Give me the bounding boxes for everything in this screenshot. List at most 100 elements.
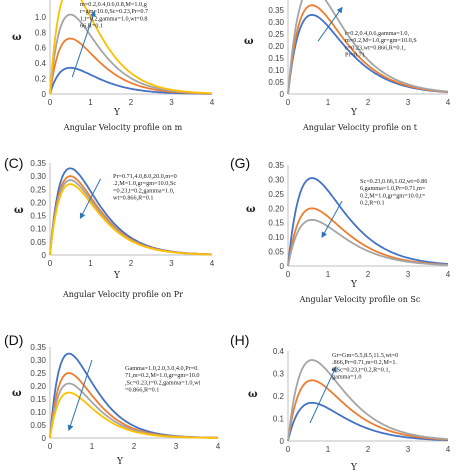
x-tick-label: 1 [326,445,331,454]
annotation-line: =0.866,R=0.1 [125,387,159,394]
x-tick-label: 3 [174,442,179,451]
trend-arrow [321,200,343,239]
y-tick-label: 0.30 [268,175,284,184]
annotation-line: 66,R=0.1 [80,23,103,30]
y-tick-label: 0 [280,437,285,446]
x-axis-label: Y [116,457,124,467]
y-tick-label: 0.20 [30,198,46,207]
y-tick-label: 0.2 [273,392,285,401]
y-tick-label: 0.10 [268,233,284,242]
y-tick-label: 0.15 [268,54,284,63]
y-axis-label: ω [14,205,24,216]
chart-caption: Angular Velocity profile on m [63,123,183,132]
trend-arrow [79,178,102,220]
y-tick-label: 0.15 [268,219,284,228]
x-axis-label: Y [350,463,358,473]
annotation-line: gamma=1.0 [332,374,361,381]
annotation-line: 0.2,M=1.0,gr=gm=10.0,t= [360,192,426,199]
x-tick-label: 3 [406,445,411,454]
x-tick-label: 2 [129,259,134,268]
series-group [287,177,449,267]
annotation-line: 1,t=0.2,gamma=1.0,wt=0.8 [80,15,148,22]
x-tick-label: 4 [446,270,451,279]
x-tick-label: 2 [366,98,371,107]
y-tick-label: 0.20 [30,382,46,391]
x-tick-label: 3 [169,259,174,268]
chart-panel-d: (D) 0 0.05 0.10 0.15 0.20 0.25 0.30 0.35 0 1 2 3 4 Gam… [4,332,221,467]
annotation-line: m=0.2,0.4,0.6,0.8,M=1.0,g [80,1,147,8]
x-tick-label: 4 [216,442,221,451]
y-tick-label: 0.25 [268,190,284,199]
annotation-line: Pr=0.71,4.0,8.0,20.0,m=0 [113,173,177,180]
y-axis-label: ω [246,204,256,215]
y-tick-label: 0.35 [30,343,46,352]
x-tick-label: 2 [129,98,134,107]
chart-caption: Angular Velocity profile on Pr [62,290,183,299]
x-tick-label: 4 [210,98,215,107]
y-tick-label: 0.30 [268,18,284,27]
y-tick-label: 0.20 [268,42,284,51]
y-tick-label: 0.1 [273,415,285,424]
y-axis-label: ω [244,36,254,47]
annotation-line: =0.23,t=0.2,gamma=1.0, [113,187,175,194]
chart-panel-b: 0 0.2 0.4 0.6 0.8 1.0 0 1 2 3 4 m=0.2,0.4,0.6,0.8,M… [12,0,215,132]
panel-label: (H) [230,332,249,348]
y-tick-label: 0 [42,90,47,99]
annotation-text: m=0.2,0.4,0.6,0.8,M=1.0,g r=gm=10.0,Sc=0.… [80,1,148,30]
x-tick-label: 1 [326,98,331,107]
y-tick-label: 0.3 [273,370,285,379]
y-tick-label: 0.25 [30,185,46,194]
series-group [49,352,218,439]
x-axis-label: Y [113,271,121,281]
x-axis-label: Y [113,108,121,118]
annotation-line: 6,gamma=1.0,Pr=0.71,m= [360,185,426,192]
x-tick-label: 4 [210,259,215,268]
y-tick-label: 0.6 [35,44,47,53]
y-tick-label: 0.05 [268,248,284,257]
y-tick-label: 0.30 [30,356,46,365]
x-tick-label: 0 [286,270,291,279]
x-tick-label: 2 [366,445,371,454]
y-tick-label: 0.10 [30,408,46,417]
series-line-2 [49,37,212,95]
series-line-1 [287,13,449,95]
annotation-text: Sc=0.23,0.66,1.02,wt=0.86 6,gamma=1.0,Pr=… [360,178,427,207]
trend-arrow [67,359,93,432]
annotation-text: t=0.2,0.4,0.6,gamma=1.0, m=0.2,M=1.0,gr=g… [345,30,417,59]
trend-arrow [309,365,337,424]
x-tick-label: 2 [366,270,371,279]
x-tick-label: 1 [326,270,331,279]
chart-caption: Angular Velocity profile on Sc [299,295,421,304]
x-tick-label: 3 [169,98,174,107]
y-tick-label: 0.05 [268,78,284,87]
annotation-line: t=0.2,0.4,0.6,gamma=1.0, [345,30,409,37]
y-tick-label: 0 [280,262,285,271]
x-tick-label: 0 [48,442,53,451]
y-tick-label: 0.35 [268,161,284,170]
y-tick-label: 0.8 [35,28,47,37]
annotation-line: 0.2,R=0.1 [360,200,385,207]
y-tick-label: 0.10 [268,66,284,75]
annotation-line: 71,m=0.2,M=1.0,gr=gm=10.0 [125,372,199,379]
annotation-line: ,Sc=0.23,t=0.2,gamma=1.0,wt [125,379,201,386]
annotation-text: Pr=0.71,4.0,8.0,20.0,m=0.2,M=1.0,gr=gm=1… [113,173,177,202]
series-line-3 [287,359,449,442]
annotation-text: Gamma=1.0,2.0,3.0,4.0,Pr=0. 71,m=0.2,M=1.… [125,365,201,394]
series-line-1 [287,177,449,267]
x-tick-label: 3 [406,270,411,279]
series-group [49,167,213,256]
annotation-line: m=0.2,M=1.0,gr=gm=10.0,S [345,37,417,44]
y-tick-label: 0.10 [30,225,46,234]
y-tick-label: 0 [42,434,47,443]
annotation-line: Gr=Gm=5.5,8.5,11.5,wt=0 [332,352,398,359]
y-tick-label: 0.30 [30,172,46,181]
annotation-text: Gr=Gm=5.5,8.5,11.5,wt=0.866,Pr=0.71,m=0.… [332,352,398,381]
series-line-3 [287,218,448,267]
series-line-2 [287,379,449,442]
y-tick-label: 0.05 [30,421,46,430]
panel-label: (C) [4,155,23,171]
x-axis-label: Y [350,280,358,290]
y-tick-label: 0.15 [30,395,46,404]
trend-arrow [317,6,343,42]
